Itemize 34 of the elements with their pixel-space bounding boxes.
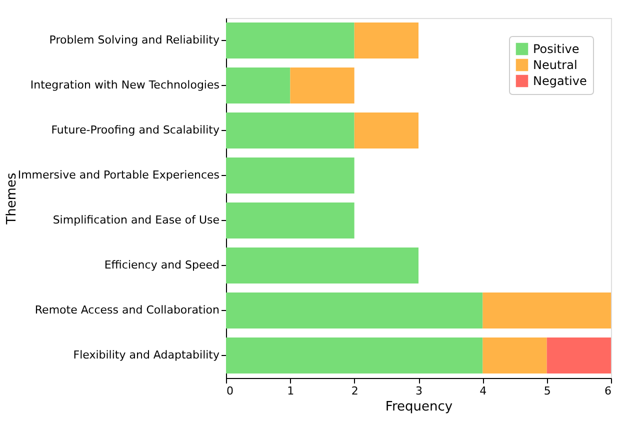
bar [226, 112, 354, 148]
y-tick-label: Efficiency and Speed [104, 258, 220, 272]
legend-label: Neutral [533, 58, 578, 72]
bar [226, 158, 354, 194]
bar [354, 112, 418, 148]
bar [226, 22, 354, 58]
x-tick-label: 0 [226, 384, 234, 398]
legend-label: Positive [533, 42, 580, 56]
x-tick-label: 5 [544, 384, 551, 398]
y-tick-label: Flexibility and Adaptability [73, 348, 220, 362]
bar [226, 202, 354, 238]
bar [482, 292, 611, 328]
bar [482, 338, 547, 374]
x-axis-title: Frequency [385, 400, 453, 414]
legend-label: Negative [533, 74, 587, 88]
y-tick-label: Integration with New Technologies [30, 78, 220, 92]
x-tick-label: 3 [416, 384, 422, 398]
bar [226, 248, 418, 284]
y-tick-label: Future-Proofing and Scalability [51, 124, 220, 136]
y-tick-label: Remote Access and Collaboration [34, 304, 220, 316]
bar [546, 338, 611, 374]
y-tick-label: Problem Solving and Reliability [49, 34, 220, 46]
x-tick-label: 2 [351, 384, 358, 398]
bar [226, 338, 483, 374]
bar [354, 22, 418, 58]
x-tick-label: 6 [604, 384, 612, 398]
y-tick-label: Simplification and Ease of Use [52, 214, 220, 226]
bar [226, 292, 483, 328]
bar [226, 68, 290, 104]
x-tick-label: 4 [480, 384, 487, 398]
y-tick-label: Immersive and Portable Experiences [18, 168, 220, 182]
bar [290, 68, 354, 104]
y-axis-title: Themes [4, 172, 20, 226]
x-tick-label: 1 [287, 384, 294, 398]
